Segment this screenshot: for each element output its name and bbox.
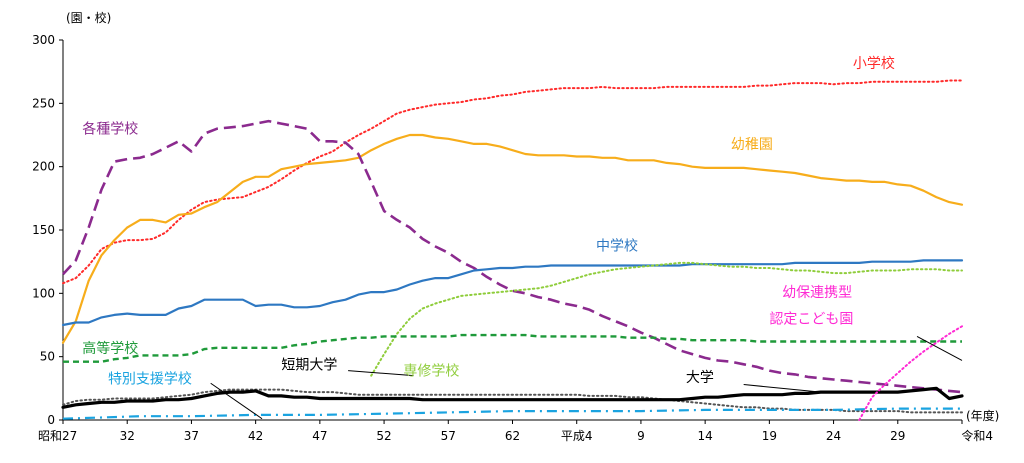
series-label: 中学校 [596,237,638,254]
x-axis-unit: (年度) [966,408,999,423]
x-tick-label: 19 [762,429,777,443]
y-tick-label: 300 [32,33,55,47]
series-group [61,79,964,421]
x-tick-label: 令和4 [961,428,993,443]
series-label: 特別支援学校 [108,370,192,387]
series-label: 各種学校 [82,121,138,138]
x-tick-label: 37 [184,429,199,443]
series-line [370,261,963,377]
y-tick-label: 50 [40,350,55,364]
series-label: 短期大学 [281,357,337,373]
y-tick-label: 100 [32,286,55,300]
series-line [62,407,962,420]
y-tick-label: 200 [32,160,55,174]
series-line [61,133,964,344]
y-axis-unit: (園・校) [66,10,111,25]
y-tick-label: 0 [47,413,55,427]
series-line [61,386,964,409]
series-label: 幼保連携型 [782,285,852,301]
x-tick-label: 14 [698,429,713,443]
x-tick-label: 52 [376,429,391,443]
series-label: 専修学校 [403,363,459,380]
series-label: 大学 [686,370,714,386]
x-tick-label: 47 [312,429,327,443]
series-line [63,333,962,363]
series-label: 幼稚園 [731,137,773,153]
series-line [62,119,963,394]
x-tick-label: 42 [248,429,263,443]
y-tick-label: 250 [32,96,55,110]
x-tick-label: 29 [890,429,905,443]
series-label: 認定こども園 [769,312,853,328]
series-line [62,79,963,285]
label-leader-line [743,384,821,393]
series-label: 高等学校 [82,340,138,357]
axes: 0 50 100 150 200 250 300 昭和27 32 37 42 47 52 57 62 平成4 9… [32,33,993,443]
label-leader-line [210,382,263,420]
x-tick-label: 24 [826,429,841,443]
series-label: 小学校 [853,55,895,72]
x-tick-label: 62 [505,429,520,443]
x-tick-label: 9 [637,429,645,443]
label-leader-line [916,335,963,361]
x-tick-label: 平成4 [561,429,593,443]
series-line [61,259,964,327]
label-leader-line [348,370,414,377]
y-tick-label: 150 [32,223,55,237]
series-line [858,325,963,421]
x-tick-label: 昭和27 [38,429,77,443]
x-tick-label: 32 [120,429,135,443]
x-tick-label: 57 [441,429,456,443]
